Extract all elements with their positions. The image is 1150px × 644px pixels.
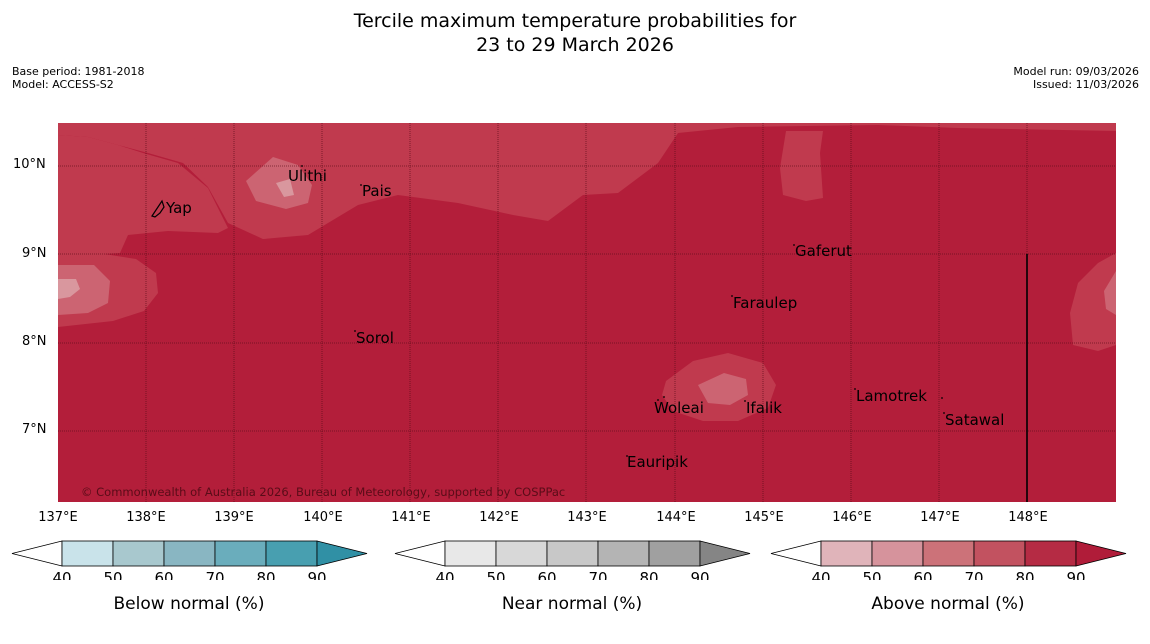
cb2-seg0 bbox=[770, 540, 822, 567]
model-label: Model: ACCESS-S2 bbox=[12, 78, 114, 91]
cb0-tick-40: 40 bbox=[52, 569, 71, 580]
model-run-label: Model run: 09/03/2026 bbox=[1013, 65, 1139, 78]
cb0-seg6 bbox=[316, 540, 368, 567]
colorbar-near-normal-title: Near normal (%) bbox=[501, 594, 643, 614]
contour-50-ulithi bbox=[276, 179, 294, 197]
copyright-notice: © Commonwealth of Australia 2026, Bureau… bbox=[81, 485, 565, 499]
lon-label-142e: 142°E bbox=[479, 510, 519, 525]
contour-70-west bbox=[58, 123, 228, 257]
cb2-tick-90: 90 bbox=[1066, 569, 1085, 580]
place-label-pais: Pais bbox=[362, 182, 392, 200]
lat-label-10n: 10°N bbox=[13, 157, 46, 172]
place-label-yap: Yap bbox=[165, 199, 192, 217]
contour-60-west-patch bbox=[58, 265, 110, 315]
chart-title-line1: Tercile maximum temperature probabilitie… bbox=[353, 10, 797, 32]
cb1-tick-80: 80 bbox=[639, 569, 658, 580]
place-label-woleai: Woleai bbox=[654, 399, 704, 417]
probability-map: Yap Ulithi Pais Gaferut Faraulep Sorol W… bbox=[58, 123, 1116, 502]
chart-title-line2: 23 to 29 March 2026 bbox=[476, 34, 674, 56]
cb2-tick-80: 80 bbox=[1015, 569, 1034, 580]
cb0-tick-70: 70 bbox=[205, 569, 224, 580]
cb1-tick-50: 50 bbox=[486, 569, 505, 580]
cb0-seg3 bbox=[163, 540, 216, 567]
cb0-seg2 bbox=[112, 540, 165, 567]
place-label-faraulep: Faraulep bbox=[733, 294, 797, 312]
contour-70-east bbox=[1070, 253, 1116, 351]
lon-label-137e: 137°E bbox=[38, 510, 78, 525]
contour-70-gaferut bbox=[780, 131, 823, 201]
cb2-seg3 bbox=[922, 540, 975, 567]
place-label-eauripik: Eauripik bbox=[627, 453, 688, 471]
cb1-tick-90: 90 bbox=[690, 569, 709, 580]
lat-label-9n: 9°N bbox=[22, 246, 47, 261]
place-label-ifalik: Ifalik bbox=[746, 399, 782, 417]
place-markers bbox=[301, 165, 945, 457]
cb2-seg4 bbox=[973, 540, 1026, 567]
colorbar-above-normal-title: Above normal (%) bbox=[871, 594, 1025, 614]
graticule bbox=[58, 123, 1116, 502]
cb2-seg6 bbox=[1075, 540, 1127, 567]
cb2-tick-50: 50 bbox=[862, 569, 881, 580]
cb0-tick-50: 50 bbox=[103, 569, 122, 580]
contour-60-woleai bbox=[698, 373, 748, 405]
cb1-seg6 bbox=[699, 540, 751, 567]
cb1-tick-70: 70 bbox=[588, 569, 607, 580]
lon-label-147e: 147°E bbox=[920, 510, 960, 525]
lon-label-139e: 139°E bbox=[214, 510, 254, 525]
place-label-sorol: Sorol bbox=[356, 329, 394, 347]
cb2-seg5 bbox=[1024, 540, 1077, 567]
lon-label-145e: 145°E bbox=[744, 510, 784, 525]
cb0-tick-80: 80 bbox=[256, 569, 275, 580]
lon-label-138e: 138°E bbox=[126, 510, 166, 525]
cb0-seg1 bbox=[61, 540, 114, 567]
cb1-tick-60: 60 bbox=[537, 569, 556, 580]
cb2-seg1 bbox=[820, 540, 873, 567]
place-label-lamotrek: Lamotrek bbox=[856, 387, 927, 405]
cb0-tick-60: 60 bbox=[154, 569, 173, 580]
lon-label-144e: 144°E bbox=[656, 510, 696, 525]
lon-label-141e: 141°E bbox=[391, 510, 431, 525]
contour-60-east bbox=[1104, 271, 1116, 315]
colorbar-above-normal: 40 50 60 70 80 90 bbox=[770, 540, 1127, 580]
cb1-seg1 bbox=[444, 540, 497, 567]
contour-70-north bbox=[58, 123, 1116, 239]
colorbar-below-normal: 40 50 60 70 80 90 bbox=[11, 540, 368, 580]
yap-island-outline bbox=[151, 199, 165, 218]
lon-label-148e: 148°E bbox=[1008, 510, 1048, 525]
place-label-gaferut: Gaferut bbox=[795, 242, 852, 260]
lat-label-7n: 7°N bbox=[22, 422, 47, 437]
colorbar-near-normal: 40 50 60 70 80 90 bbox=[394, 540, 751, 580]
cb1-seg5 bbox=[648, 540, 701, 567]
base-period-label: Base period: 1981-2018 bbox=[12, 65, 145, 78]
cb1-tick-40: 40 bbox=[435, 569, 454, 580]
cb1-seg4 bbox=[597, 540, 650, 567]
cb1-seg0 bbox=[394, 540, 446, 567]
cb0-tick-90: 90 bbox=[307, 569, 326, 580]
cb1-seg3 bbox=[546, 540, 599, 567]
lat-label-8n: 8°N bbox=[22, 334, 47, 349]
contour-50-west-patch bbox=[58, 279, 80, 299]
cb2-tick-60: 60 bbox=[913, 569, 932, 580]
cb0-seg0 bbox=[11, 540, 63, 567]
lon-label-143e: 143°E bbox=[567, 510, 607, 525]
colorbar-below-normal-title: Below normal (%) bbox=[113, 594, 265, 614]
place-label-ulithi: Ulithi bbox=[288, 167, 327, 185]
cb0-seg4 bbox=[214, 540, 267, 567]
place-label-satawal: Satawal bbox=[945, 411, 1004, 429]
lon-label-140e: 140°E bbox=[303, 510, 343, 525]
issued-label: Issued: 11/03/2026 bbox=[1032, 78, 1139, 91]
cb1-seg2 bbox=[495, 540, 548, 567]
cb2-tick-70: 70 bbox=[964, 569, 983, 580]
lon-label-146e: 146°E bbox=[832, 510, 872, 525]
cb2-seg2 bbox=[871, 540, 924, 567]
cb0-seg5 bbox=[265, 540, 318, 567]
cb2-tick-40: 40 bbox=[811, 569, 830, 580]
